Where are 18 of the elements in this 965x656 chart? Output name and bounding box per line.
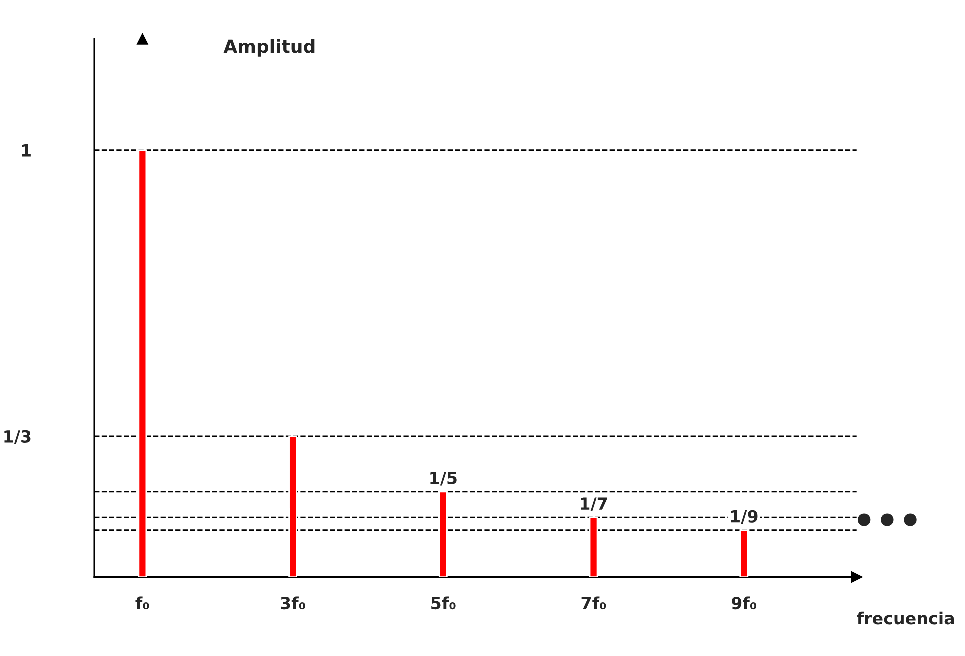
x-tick-label: 9f₀ bbox=[732, 596, 757, 610]
x-axis-title: frecuencia bbox=[857, 612, 954, 625]
x-tick-label: 7f₀ bbox=[582, 596, 606, 610]
data-label: 1/9 bbox=[731, 510, 758, 524]
text: ••• bbox=[858, 514, 917, 526]
bar bbox=[438, 491, 448, 578]
bar bbox=[589, 516, 598, 578]
x-tick-label: 3f₀ bbox=[281, 596, 306, 610]
x-tick-label: f₀ bbox=[136, 596, 150, 610]
bar bbox=[288, 436, 298, 578]
bar bbox=[740, 530, 749, 578]
bar bbox=[138, 150, 148, 578]
data-label: 1/5 bbox=[430, 472, 457, 486]
y-tick-label: 1/3 bbox=[4, 430, 31, 444]
x-tick-label: 5f₀ bbox=[432, 596, 456, 610]
data-label: 1/7 bbox=[581, 498, 608, 512]
y-tick-label: 1 bbox=[22, 144, 31, 157]
y-axis-title: Amplitud bbox=[224, 39, 315, 57]
